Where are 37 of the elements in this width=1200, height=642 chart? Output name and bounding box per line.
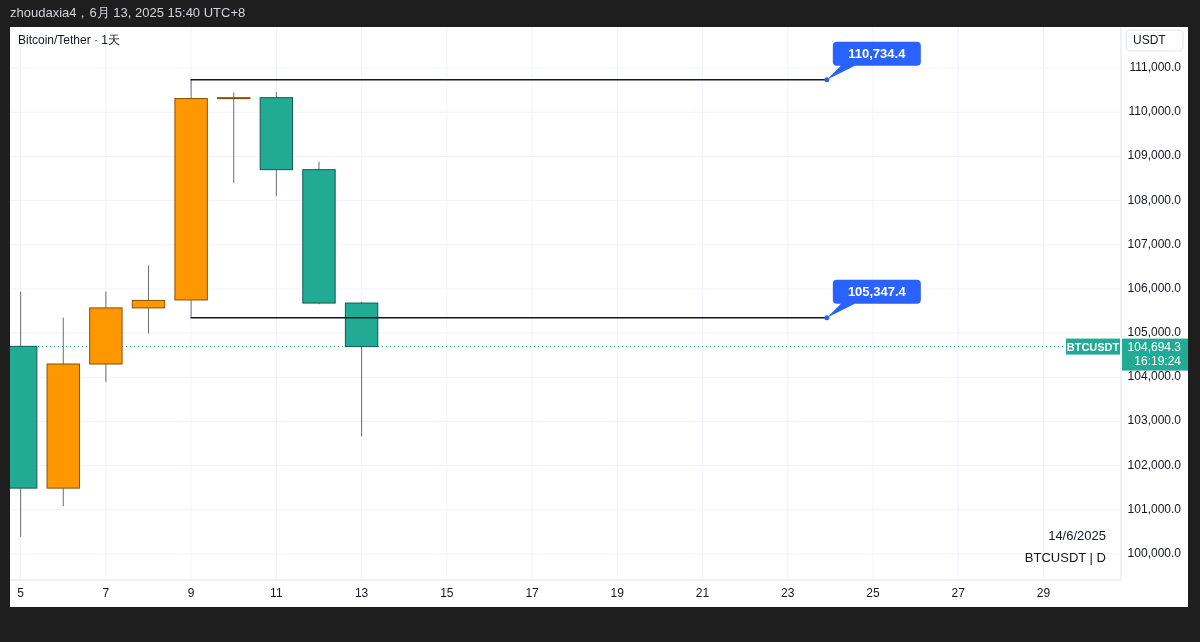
- x-tick-label: 5: [17, 586, 25, 601]
- y-axis-title: USDT: [1133, 33, 1167, 48]
- x-tick-label: 13: [354, 586, 369, 601]
- annotation: BTCUSDT | D: [1024, 550, 1106, 566]
- y-tick-label: 106,000.0: [1127, 281, 1182, 296]
- x-tick-label: 29: [1036, 586, 1051, 601]
- candlestick: [217, 91, 251, 184]
- y-tick-label: 104,000.0: [1127, 369, 1182, 384]
- y-tick-label: 101,000.0: [1127, 501, 1182, 516]
- x-tick-label: 23: [781, 586, 795, 601]
- y-tick-label: 108,000.0: [1127, 192, 1182, 207]
- y-tick-label: 100,000.0: [1127, 546, 1182, 561]
- y-tick-label: 103,000.0: [1127, 413, 1182, 428]
- x-tick-label: 17: [525, 586, 540, 601]
- x-tick-label: 25: [866, 586, 880, 601]
- text: zhoudaxia4，6月 13, 2025 15:40 UTC+8: [10, 5, 246, 21]
- annotation: 105,347.4: [847, 284, 907, 300]
- text: Bitcoin/Tether · 1天: [18, 33, 121, 48]
- y-tick-label: 111,000.0: [1129, 60, 1182, 75]
- y-tick-label: 109,000.0: [1127, 148, 1182, 163]
- x-tick-label: 7: [102, 586, 110, 601]
- text: 16:19:24: [1134, 353, 1182, 368]
- x-tick-label: 19: [610, 586, 625, 601]
- y-tick-label: 102,000.0: [1127, 457, 1182, 472]
- x-tick-label: 9: [187, 586, 195, 601]
- ref-line-label: BTCUSDT: [1066, 340, 1120, 353]
- text: 104,694.3: [1127, 339, 1182, 354]
- annotation: 14/6/2025: [1048, 528, 1106, 544]
- x-tick-label: 15: [440, 586, 454, 601]
- y-tick-label: 107,000.0: [1127, 236, 1182, 251]
- x-tick-label: 27: [951, 586, 966, 601]
- y-tick-label: 110,000.0: [1128, 104, 1182, 119]
- annotation: 110,734.4: [848, 46, 907, 62]
- x-tick-label: 21: [695, 586, 710, 601]
- candlestick: [131, 265, 166, 335]
- y-tick-label: 105,000.0: [1127, 325, 1182, 340]
- x-tick-label: 11: [270, 586, 283, 601]
